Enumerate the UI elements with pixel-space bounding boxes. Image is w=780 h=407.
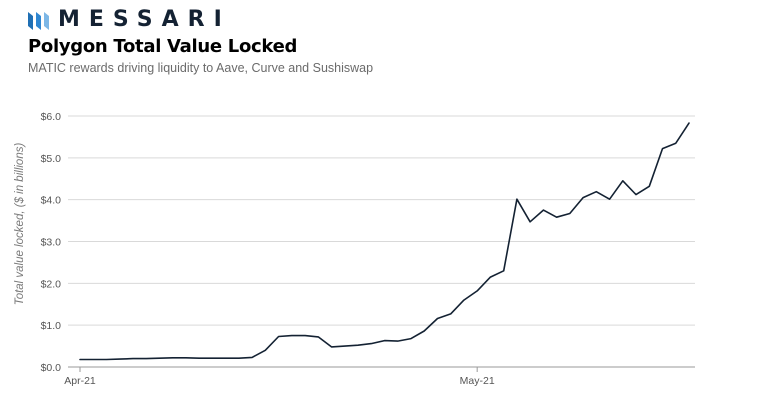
gridlines — [68, 115, 695, 326]
series-line-tvl — [79, 122, 690, 361]
x-tick-label: Apr-21 — [64, 375, 96, 387]
y-tick-label: $1.0 — [41, 320, 62, 332]
brand: MESSARI — [28, 9, 231, 31]
axes: $0.0 $1.0 $2.0 $3.0 $4.0 $5.0 $6.0 Apr-21 May-21 — [41, 111, 695, 387]
x-tick-label: May-21 — [460, 375, 495, 387]
series-layer — [79, 122, 690, 361]
y-tick-label: $2.0 — [41, 278, 62, 290]
messari-logo-icon — [28, 12, 49, 30]
brand-name: MESSARI — [58, 7, 231, 32]
y-tick-label: $6.0 — [41, 111, 62, 123]
chart-subtitle: MATIC rewards driving liquidity to Aave,… — [28, 61, 374, 75]
y-tick-label: $3.0 — [41, 237, 62, 249]
y-tick-label: $5.0 — [41, 153, 62, 165]
chart-title: Polygon Total Value Locked — [28, 36, 298, 57]
y-axis-label: Total value locked, ($ in billions) — [14, 143, 26, 306]
y-tick-label: $4.0 — [41, 195, 62, 207]
y-tick-label: $0.0 — [41, 362, 62, 374]
